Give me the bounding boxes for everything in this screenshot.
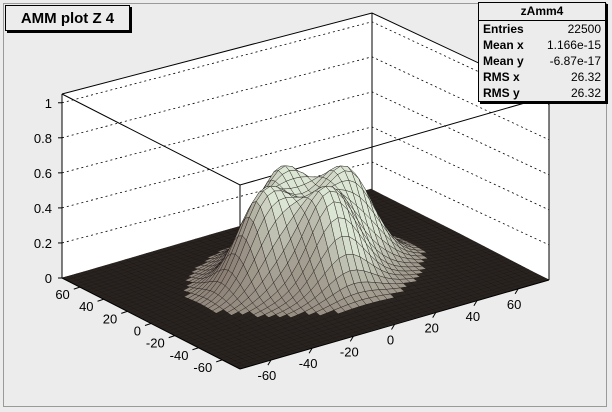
z-tick-label: 1	[45, 96, 52, 111]
z-tick-label: 0.2	[34, 236, 52, 251]
stats-label: Mean y	[483, 54, 524, 68]
stats-row: Mean y -6.87e-17	[479, 53, 605, 69]
y-tick-mark	[192, 347, 199, 351]
stats-row: RMS x 26.32	[479, 69, 605, 85]
y-tick-label: -60	[193, 360, 212, 375]
stats-label: RMS y	[483, 86, 520, 100]
x-tick-label: -60	[258, 368, 277, 383]
x-tick-mark	[308, 347, 313, 354]
stats-value: 26.32	[570, 70, 601, 84]
chart-title: AMM plot Z 4	[5, 5, 130, 31]
x-tick-label: 0	[387, 333, 394, 348]
stats-label: RMS x	[483, 70, 520, 84]
stats-value: 22500	[567, 22, 601, 36]
x-tick-mark	[267, 359, 272, 366]
stats-value: 1.166e-15	[546, 38, 601, 52]
y-tick-mark	[144, 323, 152, 326]
z-tick-label: 0	[45, 271, 52, 286]
stats-value: 26.32	[570, 86, 601, 100]
stats-value: -6.87e-17	[549, 54, 601, 68]
x-tick-mark	[473, 300, 478, 307]
y-tick-label: 60	[55, 287, 69, 302]
x-tick-label: 20	[424, 321, 438, 336]
x-tick-mark	[391, 324, 395, 330]
x-tick-mark	[432, 312, 437, 318]
y-tick-label: -20	[146, 336, 165, 351]
stats-name: zAmm4	[479, 3, 605, 21]
stats-row: Entries 22500	[479, 21, 605, 37]
z-tick-label: 0.4	[34, 201, 52, 216]
y-tick-mark	[73, 286, 80, 290]
x-tick-label: -20	[340, 344, 359, 359]
stats-row: Mean x 1.166e-15	[479, 37, 605, 53]
stats-row: RMS y 26.32	[479, 85, 605, 101]
stats-label: Entries	[483, 22, 524, 36]
y-tick-mark	[97, 298, 104, 302]
z-tick-label: 0.8	[34, 131, 52, 146]
canvas-frame	[3, 3, 607, 407]
y-tick-label: 0	[134, 324, 141, 339]
x-tick-label: -40	[299, 356, 318, 371]
x-tick-mark	[349, 336, 354, 342]
x-tick-label: 40	[466, 309, 480, 324]
y-tick-label: 20	[103, 311, 117, 326]
x-tick-mark	[514, 288, 519, 295]
y-tick-mark	[121, 310, 128, 314]
y-tick-mark	[168, 335, 175, 339]
surface-mesh	[61, 165, 550, 370]
stats-label: Mean x	[483, 38, 524, 52]
x-tick-label: 60	[507, 297, 521, 312]
stats-box: zAmm4 Entries 22500 Mean x 1.166e-15 Mea…	[478, 2, 606, 102]
y-tick-mark	[216, 359, 223, 363]
y-tick-label: 40	[79, 299, 93, 314]
box-top-front	[61, 93, 550, 186]
z-tick-label: 0.6	[34, 166, 52, 181]
y-tick-label: -40	[170, 348, 189, 363]
